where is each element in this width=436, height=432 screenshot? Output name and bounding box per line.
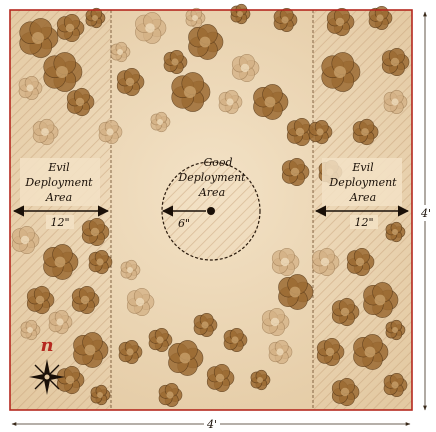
- tree: [385, 319, 406, 341]
- tree: [185, 7, 206, 29]
- tree: [261, 307, 290, 336]
- tree: [88, 249, 113, 274]
- tree: [90, 384, 111, 406]
- tree: [331, 377, 360, 406]
- tree: [353, 334, 389, 370]
- tree: [363, 282, 399, 318]
- svg-text:Evil: Evil: [351, 161, 374, 174]
- width-dimension-label: 4': [206, 418, 217, 431]
- tree: [98, 120, 123, 144]
- tree: [281, 158, 310, 187]
- tree: [316, 337, 345, 366]
- tree: [43, 244, 79, 280]
- tree: [381, 47, 410, 76]
- svg-text:Deployment: Deployment: [24, 176, 93, 189]
- svg-text:Evil: Evil: [47, 161, 70, 174]
- tree: [150, 111, 171, 133]
- tree: [11, 226, 40, 255]
- tree: [321, 52, 361, 92]
- tree: [126, 287, 155, 316]
- tree: [223, 327, 248, 352]
- tree: [110, 41, 131, 63]
- tree: [56, 14, 85, 42]
- evil-right-distance-label: 12": [354, 216, 373, 229]
- tree: [73, 332, 109, 368]
- tree: [346, 248, 375, 276]
- tree: [171, 72, 211, 112]
- tree: [268, 339, 293, 364]
- evil-left-distance-label: 12": [50, 216, 69, 229]
- tree: [193, 312, 218, 337]
- tree: [19, 18, 59, 58]
- tree: [56, 365, 85, 394]
- tree: [331, 297, 360, 326]
- good-deployment-label: Good Deployment Area: [177, 156, 246, 199]
- tree: [120, 259, 141, 281]
- tree: [20, 319, 41, 341]
- tree: [81, 218, 110, 247]
- tree: [383, 372, 408, 397]
- tree: [118, 339, 143, 364]
- tree: [32, 118, 59, 146]
- tree: [218, 90, 243, 114]
- tree: [71, 285, 100, 314]
- tree: [253, 84, 289, 120]
- svg-text:Deployment: Deployment: [177, 171, 246, 184]
- tree: [188, 24, 224, 60]
- tree: [326, 8, 355, 36]
- good-deployment-center: [207, 207, 215, 215]
- forest-trees: [11, 3, 410, 407]
- tree: [308, 120, 333, 144]
- tree: [278, 274, 314, 310]
- tree: [66, 88, 95, 117]
- tree: [271, 248, 300, 276]
- tree: [26, 285, 55, 314]
- tree: [368, 5, 393, 30]
- evil-deployment-label-left: Evil Deployment Area: [20, 158, 100, 206]
- height-dimension-label: 4': [420, 207, 431, 220]
- tree: [311, 248, 340, 276]
- tree: [206, 363, 235, 392]
- tree: [148, 327, 173, 352]
- tree: [48, 309, 73, 334]
- svg-text:Area: Area: [45, 191, 72, 204]
- tree: [135, 12, 167, 44]
- compass-rose-icon: [29, 359, 65, 395]
- svg-text:Good: Good: [203, 156, 232, 169]
- tree: [385, 221, 406, 243]
- tree: [168, 340, 204, 376]
- svg-text:Area: Area: [198, 186, 225, 199]
- table-border: [9, 9, 413, 411]
- tree: [250, 369, 271, 391]
- tree: [18, 76, 43, 100]
- tree: [231, 53, 260, 83]
- evil-deployment-label-right: Evil Deployment Area: [322, 158, 402, 206]
- tree: [158, 382, 183, 407]
- tree: [85, 7, 106, 29]
- tree: [352, 118, 379, 146]
- good-radius-label: 6": [178, 217, 190, 230]
- tree: [273, 7, 298, 32]
- tree: [116, 68, 145, 97]
- tree: [43, 52, 83, 92]
- tree: [383, 90, 408, 114]
- tree: [163, 50, 188, 74]
- svg-text:Area: Area: [349, 191, 376, 204]
- compass-north-label: n: [40, 335, 53, 356]
- svg-text:Deployment: Deployment: [328, 176, 397, 189]
